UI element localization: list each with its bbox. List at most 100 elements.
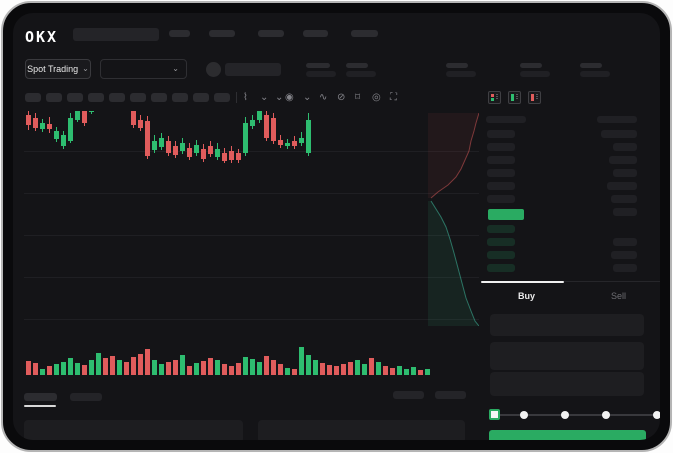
nav-item-4[interactable] — [303, 30, 328, 37]
volume-bar — [264, 356, 269, 375]
slider-step-100[interactable] — [653, 411, 660, 419]
trade-tabs-divider — [481, 281, 660, 282]
book-asks-icon[interactable] — [528, 91, 541, 104]
volume-bar — [355, 360, 360, 375]
volume-bar — [271, 360, 276, 375]
bottom-tab-underline — [24, 405, 56, 407]
candle-body — [33, 118, 38, 128]
book-bids-icon[interactable] — [508, 91, 521, 104]
ask-amount-placeholder — [613, 169, 637, 177]
volume-bar — [418, 370, 423, 375]
gridline — [24, 319, 479, 320]
bid-price-placeholder — [487, 264, 515, 272]
volume-bar — [341, 364, 346, 375]
volume-bar — [222, 364, 227, 375]
last-price-side-value — [613, 208, 637, 216]
volume-bar — [390, 368, 395, 375]
candle-body — [47, 124, 52, 129]
bottom-tab-2[interactable] — [70, 393, 102, 401]
bid-amount-placeholder — [613, 238, 637, 246]
stat-2-value — [346, 71, 376, 77]
candle-body — [236, 153, 241, 160]
buy-submit-button[interactable] — [489, 430, 646, 440]
volume-bar — [313, 360, 318, 375]
gridline — [24, 277, 479, 278]
ask-price-placeholder — [487, 169, 515, 177]
timeframe-button-1[interactable] — [25, 93, 41, 102]
timeframe-button-8[interactable] — [172, 93, 188, 102]
settings-icon[interactable]: ◎ — [372, 92, 381, 103]
stat-4-label — [520, 63, 542, 68]
volume-bar — [124, 362, 129, 375]
slider-step-50[interactable] — [561, 411, 569, 419]
market-type-label: Spot Trading — [27, 64, 79, 74]
candle-style-icon[interactable]: ⌇ — [243, 92, 248, 103]
slider-step-75[interactable] — [602, 411, 610, 419]
candle-body — [61, 135, 66, 146]
volume-bar — [369, 358, 374, 375]
bottom-action-1[interactable] — [393, 391, 424, 399]
slider-step-25[interactable] — [520, 411, 528, 419]
token-avatar — [206, 62, 221, 77]
bid-price-placeholder — [487, 251, 515, 259]
timeframe-button-6[interactable] — [130, 93, 146, 102]
nav-item-5[interactable] — [351, 30, 378, 37]
depth-bids-area — [428, 201, 479, 326]
price-input[interactable] — [490, 314, 644, 336]
book-rows-glyph — [516, 94, 518, 101]
stat-2-label — [346, 63, 368, 68]
volume-bar — [327, 365, 332, 375]
pair-selector-dropdown[interactable]: ⌄ — [100, 59, 187, 79]
candle-body — [89, 111, 94, 112]
slider-handle[interactable] — [489, 409, 500, 420]
bottom-panel-2 — [258, 420, 465, 440]
interval-chevron-icon[interactable]: ⌄ — [275, 92, 284, 103]
bid-amount-placeholder — [611, 251, 637, 259]
timeframe-button-3[interactable] — [67, 93, 83, 102]
camera-icon[interactable]: ⌑ — [355, 92, 361, 103]
pair-search-placeholder[interactable] — [73, 28, 159, 41]
timeframe-button-2[interactable] — [46, 93, 62, 102]
nav-item-2[interactable] — [209, 30, 235, 37]
volume-bar — [348, 362, 353, 375]
timeframe-button-5[interactable] — [109, 93, 125, 102]
volume-bar — [243, 357, 248, 375]
stat-1-value — [306, 71, 336, 77]
stat-1-label — [306, 63, 330, 68]
nav-item-1[interactable] — [169, 30, 190, 37]
bottom-tab-active[interactable] — [24, 393, 57, 401]
volume-bar — [257, 362, 262, 375]
gridline — [24, 193, 479, 194]
total-input[interactable] — [490, 372, 644, 396]
okx-logo: OKX — [25, 28, 59, 46]
volume-bar — [278, 364, 283, 375]
book-both-icon[interactable] — [488, 91, 501, 104]
fullscreen-icon[interactable]: ⛶ — [390, 92, 397, 103]
candle-style-chevron-icon[interactable]: ⌄ — [260, 92, 269, 103]
timeframe-button-7[interactable] — [151, 93, 167, 102]
volume-bar — [47, 366, 52, 375]
amount-input[interactable] — [490, 342, 644, 370]
candle-body — [257, 111, 262, 120]
market-type-dropdown[interactable]: Spot Trading ⌄ — [25, 59, 91, 79]
volume-chart — [26, 347, 430, 375]
tab-sell[interactable]: Sell — [610, 291, 626, 301]
indicator-chevron-icon[interactable]: ⌄ — [303, 92, 312, 103]
bottom-action-2[interactable] — [435, 391, 466, 399]
tab-buy[interactable]: Buy — [517, 291, 535, 301]
stat-3-label — [446, 63, 468, 68]
timeframe-button-10[interactable] — [214, 93, 230, 102]
indicator-icon[interactable]: ◉ — [285, 92, 294, 103]
ask-price-placeholder — [487, 130, 515, 138]
timeframe-button-9[interactable] — [193, 93, 209, 102]
line-tool-icon[interactable]: ∿ — [319, 92, 328, 103]
measure-icon[interactable]: ⊘ — [337, 92, 346, 103]
candle-body — [208, 146, 213, 154]
amount-slider-track[interactable] — [491, 414, 659, 416]
candle-body — [215, 149, 220, 157]
timeframe-button-4[interactable] — [88, 93, 104, 102]
candle-body — [285, 143, 290, 146]
candlestick-chart[interactable] — [24, 111, 430, 261]
nav-item-3[interactable] — [258, 30, 284, 37]
